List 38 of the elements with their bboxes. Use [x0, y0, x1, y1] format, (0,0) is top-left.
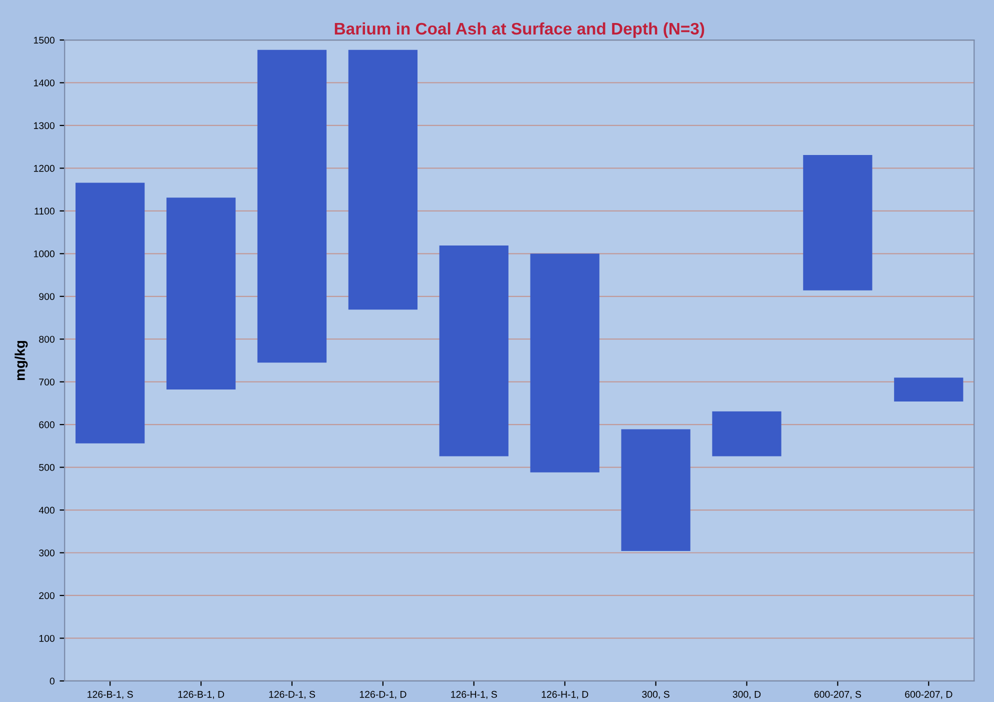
x-tick-label: 300, S	[642, 690, 670, 699]
y-tick-label: 400	[38, 506, 55, 514]
x-tick-label: 126-H-1, S	[451, 690, 497, 699]
y-tick-label: 700	[39, 378, 55, 386]
y-tick-label: 1100	[34, 208, 55, 215]
x-tick-label: 126-H-1, D	[542, 690, 588, 699]
x-tick-label: 126-D-1, D	[360, 690, 406, 699]
y-tick-label: 1300	[34, 122, 55, 130]
y-tick-label: 800	[39, 336, 55, 343]
y-axis-title: mg/kg	[14, 340, 28, 380]
y-tick-label: 200	[39, 592, 55, 600]
y-tick-label: 1500	[34, 36, 55, 44]
bar	[803, 154, 872, 290]
y-tick-label: 900	[39, 293, 55, 300]
y-tick-label: 300	[39, 549, 55, 556]
bar	[76, 182, 145, 444]
x-tick-label: 600-207, S	[814, 690, 862, 699]
y-tick-label: 0	[50, 678, 55, 685]
y-tick-label: 500	[39, 464, 55, 471]
bar	[439, 246, 508, 456]
bar	[621, 429, 690, 552]
y-tick-label: 1200	[34, 164, 55, 172]
y-tick-label: 600	[39, 421, 55, 428]
x-tick-label: 126-B-1, S	[88, 690, 133, 699]
x-tick-label: 126-B-1, D	[178, 690, 224, 699]
y-tick-label: 1000	[34, 250, 55, 258]
x-tick-label: 126-D-1, S	[269, 690, 316, 699]
y-tick-label: 100	[39, 634, 55, 642]
bar	[257, 50, 327, 363]
y-tick-label: 1400	[34, 79, 55, 86]
chart-title: Barium in Coal Ash at Surface and Depth (N=3)	[334, 22, 704, 38]
x-tick-label: 600-207, D	[905, 690, 952, 699]
bar	[894, 378, 964, 402]
x-tick-label: 300, D	[732, 690, 761, 699]
bar	[530, 254, 600, 472]
bar	[166, 198, 236, 390]
bar	[348, 50, 418, 310]
bar	[712, 411, 782, 456]
